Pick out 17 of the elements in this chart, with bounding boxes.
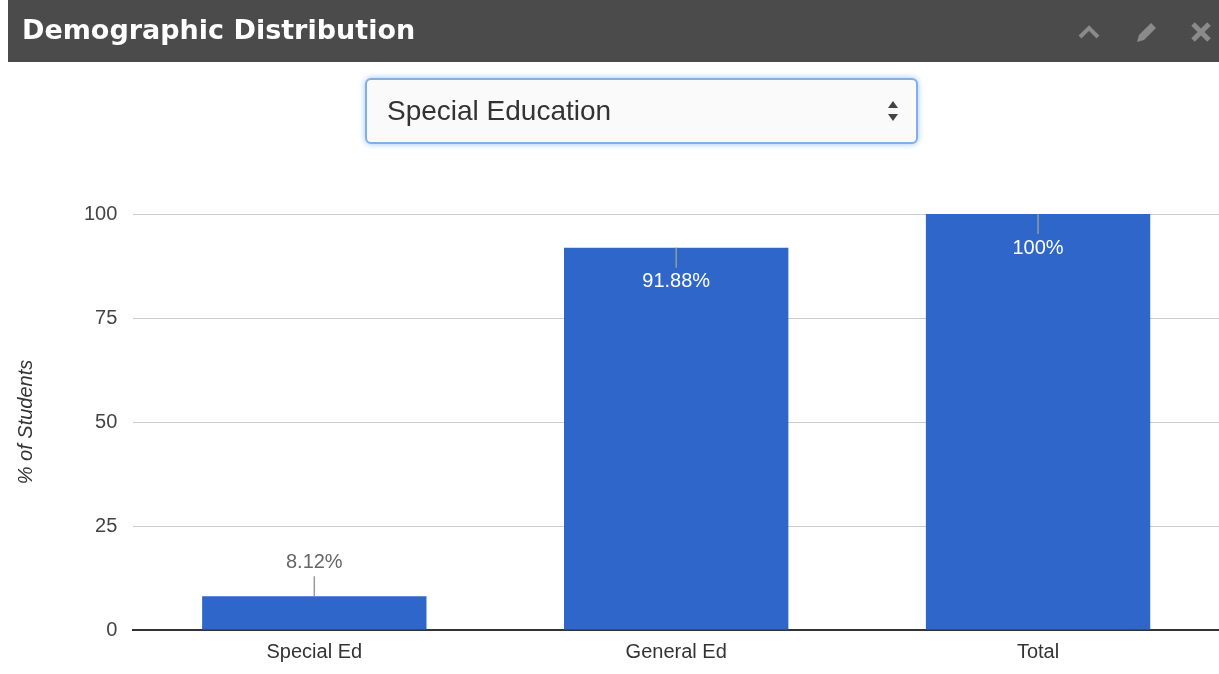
y-tick-label: 100 (83, 201, 118, 224)
x-tick-label: Special Ed (266, 639, 363, 662)
data-label: 8.12% (285, 549, 343, 572)
x-tick-label: Total (1016, 639, 1060, 662)
y-tick-label: 75 (95, 305, 118, 328)
x-tick-label: General Ed (625, 639, 727, 662)
data-label: 91.88% (642, 269, 711, 292)
y-tick-label: 50 (95, 409, 118, 432)
chart-title: Demographic Distribution (22, 14, 416, 45)
y-tick-label: 25 (95, 513, 118, 536)
chart-subtitle: Special Education (387, 95, 612, 127)
data-label: 100% (1012, 235, 1064, 258)
bar (202, 596, 427, 630)
y-tick-label: 0 (106, 617, 118, 640)
y-axis-title: % of Students (13, 359, 36, 485)
bar (925, 214, 1151, 630)
bar (564, 247, 789, 630)
